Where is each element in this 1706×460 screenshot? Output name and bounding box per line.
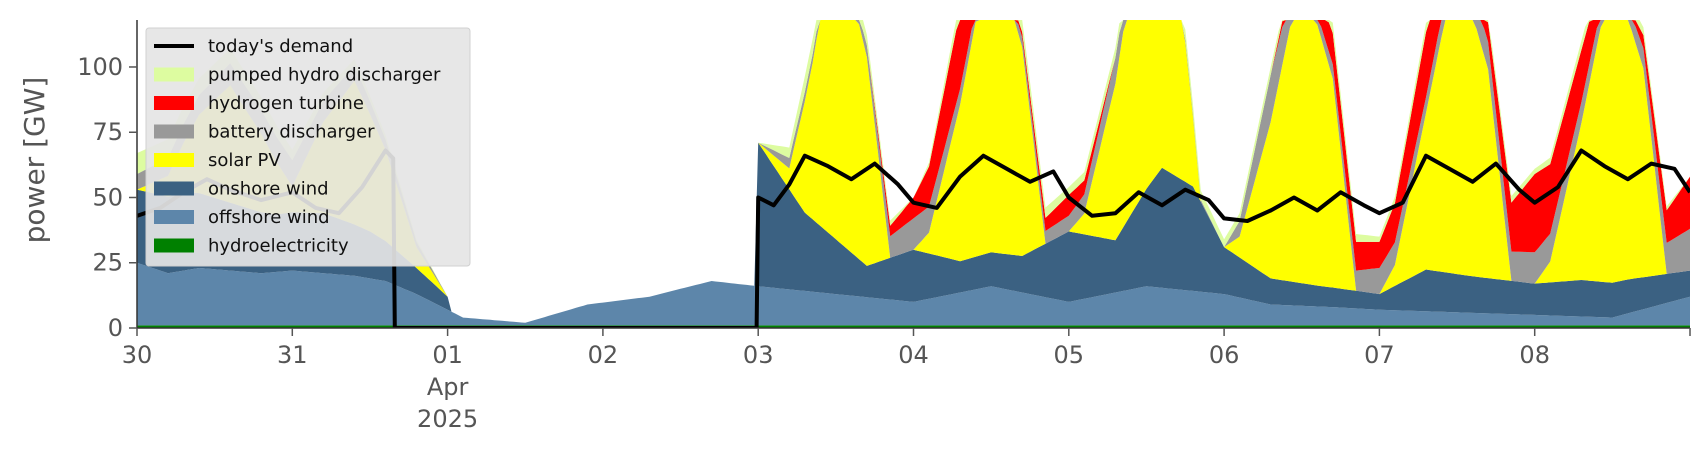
area-offshore-wind	[137, 262, 1690, 326]
legend-swatch-offshore-wind	[154, 210, 194, 224]
x-tick-label: Apr	[427, 373, 469, 401]
y-tick-label: 100	[77, 53, 123, 81]
legend-label-hydrogen-turbine: hydrogen turbine	[208, 93, 364, 114]
legend-label-today-s-demand: today's demand	[208, 36, 353, 57]
legend: today's demand pumped hydro discharger hyd…	[145, 27, 471, 267]
y-tick-label: 75	[92, 118, 123, 146]
legend-label-hydroelectricity: hydroelectricity	[208, 236, 349, 257]
y-tick-label: 25	[92, 249, 123, 277]
x-tick-label: 05	[1054, 341, 1085, 369]
area-onshore-wind	[137, 142, 1690, 323]
legend-label-battery-discharger: battery discharger	[208, 122, 375, 143]
legend-label-offshore-wind: offshore wind	[208, 207, 330, 228]
legend-swatch-hydroelectricity	[154, 238, 194, 253]
x-tick-label: 08	[1519, 341, 1550, 369]
y-axis-label: power [GW]	[18, 77, 51, 244]
legend-swatch-pumped-hydro-discharger	[154, 67, 194, 82]
x-tick-label: 07	[1364, 341, 1395, 369]
x-tick-label: 02	[588, 341, 619, 369]
x-tick-label: 06	[1209, 341, 1240, 369]
axes: 0 25 50 75 100 30 31 01 Apr 2025 02 03 04 05 06 07 08	[77, 20, 1691, 433]
x-tick-label: 2025	[417, 405, 478, 433]
legend-label-pumped-hydro-discharger: pumped hydro discharger	[208, 65, 441, 86]
x-tick-label: 30	[122, 341, 153, 369]
legend-swatch-solar-pv	[154, 153, 194, 167]
legend-swatch-hydrogen-turbine	[154, 96, 194, 110]
area-solar-pv	[137, 20, 1690, 323]
legend-box	[145, 27, 471, 267]
x-tick-label: 03	[743, 341, 774, 369]
legend-label-onshore-wind: onshore wind	[208, 179, 329, 200]
legend-label-solar-pv: solar PV	[208, 150, 281, 171]
y-tick-label: 50	[92, 183, 123, 211]
legend-swatch-onshore-wind	[154, 181, 194, 196]
x-tick-label: 31	[277, 341, 308, 369]
y-tick-label: 0	[108, 314, 123, 342]
x-tick-label: 04	[898, 341, 929, 369]
x-tick-label: 01	[432, 341, 463, 369]
legend-swatch-battery-discharger	[154, 124, 194, 139]
